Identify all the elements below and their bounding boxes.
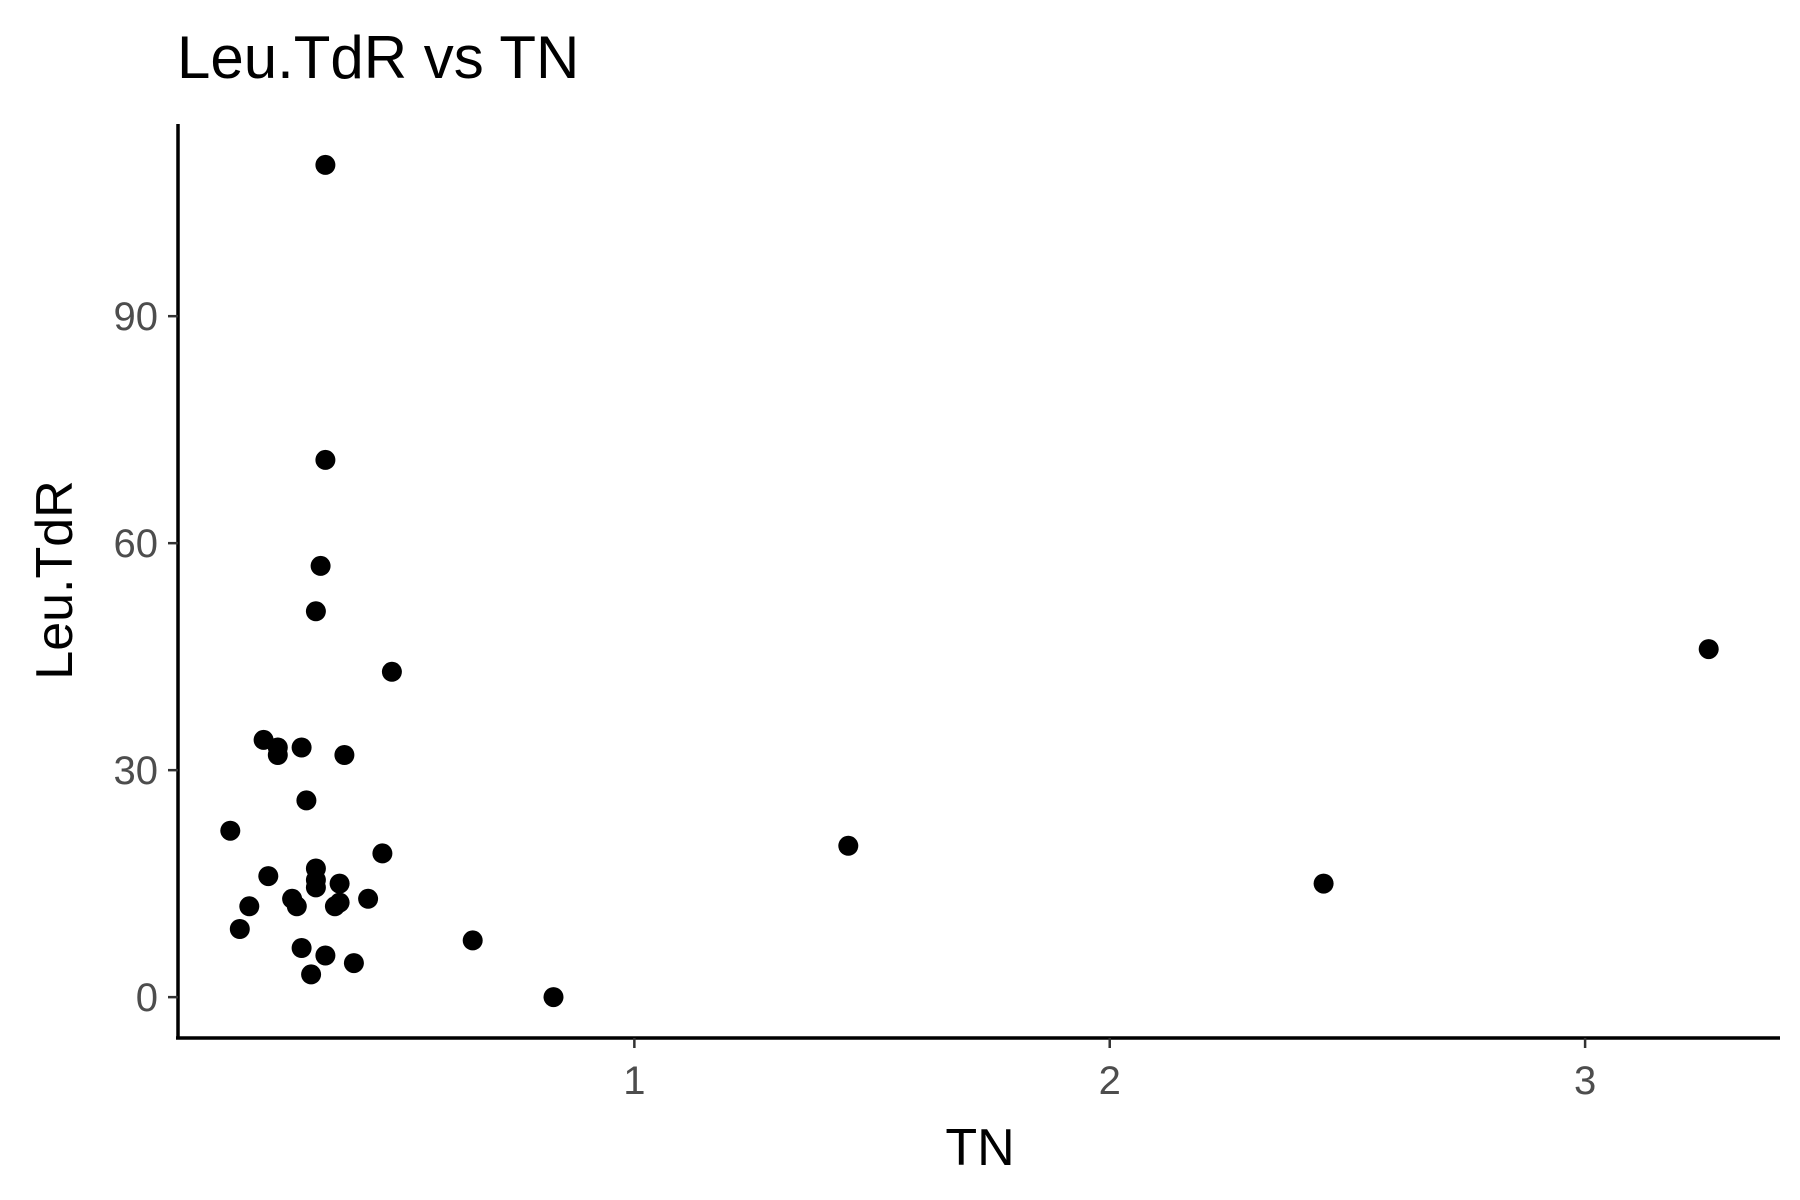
data-point-32 (838, 835, 859, 856)
x-tick-label-1: 1 (623, 1059, 645, 1103)
data-point-13 (372, 843, 393, 864)
data-point-22 (239, 896, 260, 917)
y-axis-ticks: 0 30 60 90 (114, 295, 178, 1020)
x-axis-title: TN (945, 1119, 1014, 1177)
y-tick-label-30: 30 (114, 749, 159, 793)
data-point-30 (462, 930, 483, 951)
chart-title: Leu.TdR vs TN (177, 24, 579, 91)
data-point-12 (220, 820, 241, 841)
data-point-17 (305, 877, 326, 898)
data-point-20 (358, 888, 379, 909)
data-point-24 (324, 896, 345, 917)
y-axis-title: Leu.TdR (26, 480, 84, 679)
data-point-2 (315, 449, 336, 470)
data-point-10 (334, 745, 355, 765)
data-point-28 (343, 953, 364, 974)
data-point-23 (286, 896, 307, 917)
data-point-8 (291, 737, 312, 758)
points-layer (220, 154, 1719, 1008)
data-point-27 (315, 945, 336, 966)
data-point-25 (229, 919, 250, 939)
data-point-11 (296, 790, 317, 811)
data-point-1 (315, 154, 336, 175)
data-point-33 (1313, 873, 1334, 894)
data-point-9 (267, 745, 288, 765)
x-tick-label-3: 3 (1574, 1059, 1596, 1103)
data-point-5 (381, 661, 402, 682)
data-point-15 (258, 866, 279, 887)
data-point-26 (291, 938, 312, 958)
x-tick-label-2: 2 (1099, 1059, 1121, 1103)
data-point-34 (1698, 639, 1719, 660)
data-point-18 (329, 873, 350, 894)
data-point-31 (543, 987, 564, 1008)
x-axis-ticks: 1 2 3 (623, 1038, 1596, 1103)
y-tick-label-0: 0 (136, 976, 158, 1020)
data-point-3 (310, 555, 331, 576)
data-point-4 (305, 601, 326, 622)
data-point-29 (301, 964, 322, 985)
y-tick-label-60: 60 (114, 522, 159, 566)
y-tick-label-90: 90 (114, 295, 159, 339)
